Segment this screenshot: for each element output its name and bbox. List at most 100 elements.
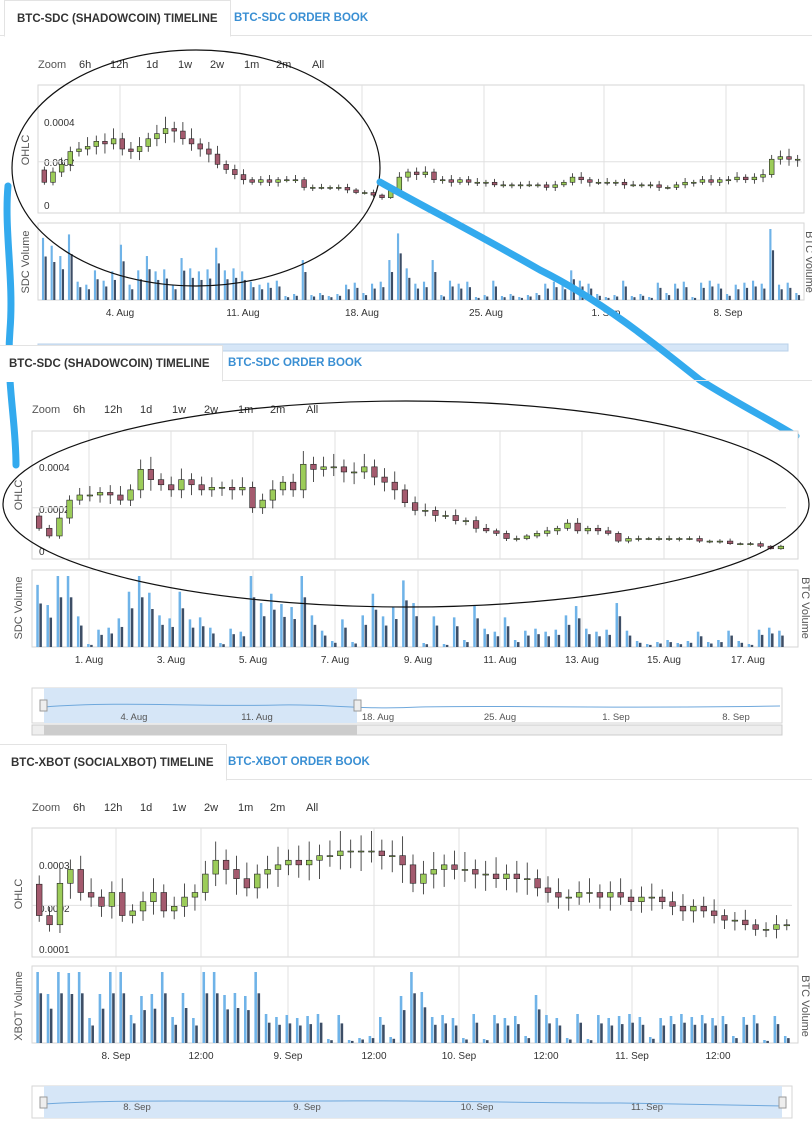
candle[interactable]	[686, 538, 693, 540]
candle[interactable]	[275, 179, 281, 183]
tab-xbot-timeline[interactable]: BTC-XBOT (SOCIALXBOT) TIMELINE	[0, 744, 227, 781]
candle[interactable]	[258, 179, 264, 183]
candle[interactable]	[108, 892, 116, 907]
candle[interactable]	[269, 489, 276, 501]
candle[interactable]	[596, 892, 604, 898]
candle[interactable]	[128, 148, 134, 152]
candle[interactable]	[93, 141, 99, 147]
candle[interactable]	[137, 469, 144, 491]
candle[interactable]	[717, 179, 723, 183]
candle[interactable]	[503, 873, 510, 879]
tab-sdc-order-book[interactable]: BTC-SDC ORDER BOOK	[228, 357, 363, 369]
candle[interactable]	[330, 466, 337, 469]
candle[interactable]	[46, 527, 53, 537]
navigator-scrollbar-thumb[interactable]	[44, 725, 357, 735]
candle[interactable]	[574, 522, 581, 532]
candle[interactable]	[699, 179, 706, 183]
candle[interactable]	[310, 187, 316, 189]
candle[interactable]	[344, 187, 351, 191]
candle[interactable]	[448, 179, 454, 183]
candle[interactable]	[783, 924, 790, 927]
candle[interactable]	[700, 906, 707, 912]
candle[interactable]	[431, 171, 437, 181]
tab-xbot-order-book[interactable]: BTC-XBOT ORDER BOOK	[228, 756, 370, 768]
candle[interactable]	[586, 892, 593, 894]
candle[interactable]	[347, 850, 354, 853]
candle[interactable]	[594, 527, 602, 532]
candle[interactable]	[743, 176, 749, 181]
candle[interactable]	[285, 859, 292, 866]
candle[interactable]	[613, 181, 619, 184]
candle[interactable]	[119, 138, 125, 150]
candle[interactable]	[87, 892, 95, 898]
candle[interactable]	[526, 184, 532, 187]
navigator-handle-right[interactable]	[778, 1096, 787, 1109]
candle[interactable]	[682, 181, 688, 186]
candle[interactable]	[76, 148, 82, 152]
candle[interactable]	[535, 184, 541, 187]
candle[interactable]	[181, 896, 188, 907]
candle[interactable]	[725, 179, 732, 182]
zoom-6h-button[interactable]: 6h	[73, 404, 86, 416]
candle[interactable]	[647, 184, 654, 187]
candle[interactable]	[378, 850, 386, 856]
candle[interactable]	[679, 906, 687, 912]
candle[interactable]	[218, 487, 226, 489]
candle[interactable]	[777, 156, 784, 160]
candle[interactable]	[162, 128, 169, 134]
candle[interactable]	[561, 181, 567, 186]
candle[interactable]	[483, 527, 490, 532]
candle[interactable]	[240, 174, 247, 181]
candle[interactable]	[575, 892, 583, 898]
candle[interactable]	[368, 850, 375, 853]
candle[interactable]	[318, 187, 325, 189]
navigator-handle-left[interactable]	[39, 1096, 48, 1109]
candle[interactable]	[66, 499, 73, 519]
candle[interactable]	[452, 515, 459, 521]
zoom-2m-button[interactable]: 2m	[276, 59, 292, 71]
candle[interactable]	[381, 476, 388, 483]
candle[interactable]	[117, 494, 124, 501]
candle[interactable]	[361, 466, 368, 473]
candle[interactable]	[145, 138, 151, 147]
candle[interactable]	[127, 489, 134, 501]
candle[interactable]	[351, 471, 358, 474]
zoom-1d-button[interactable]: 1d	[146, 59, 159, 71]
candle[interactable]	[607, 892, 614, 898]
candle[interactable]	[409, 864, 417, 884]
candle[interactable]	[769, 158, 775, 175]
candle[interactable]	[243, 878, 251, 889]
candle[interactable]	[279, 481, 287, 491]
candle[interactable]	[35, 515, 43, 529]
candle[interactable]	[751, 176, 758, 181]
candle[interactable]	[340, 466, 348, 473]
candle[interactable]	[223, 164, 229, 170]
candle[interactable]	[482, 873, 489, 876]
zoom-1w-button[interactable]: 1w	[172, 404, 187, 416]
tab-sdc-order-book[interactable]: BTC-SDC ORDER BOOK	[234, 12, 369, 24]
candle[interactable]	[666, 538, 673, 540]
candle[interactable]	[254, 873, 261, 889]
zoom-1d-button[interactable]: 1d	[140, 404, 153, 416]
candle[interactable]	[669, 901, 676, 907]
candle[interactable]	[337, 850, 344, 856]
candle[interactable]	[264, 869, 271, 875]
candle[interactable]	[198, 484, 205, 491]
navigator-handle-right[interactable]	[353, 699, 362, 712]
candle[interactable]	[517, 184, 524, 187]
candle[interactable]	[67, 151, 73, 165]
candle[interactable]	[656, 184, 662, 188]
candle[interactable]	[180, 130, 186, 140]
candle[interactable]	[757, 543, 764, 547]
candle[interactable]	[457, 179, 463, 183]
candle[interactable]	[320, 466, 327, 470]
candle[interactable]	[420, 873, 427, 884]
candle[interactable]	[627, 896, 635, 903]
candle[interactable]	[621, 181, 628, 186]
candle[interactable]	[371, 466, 378, 478]
candle[interactable]	[249, 179, 255, 183]
candle[interactable]	[665, 187, 671, 189]
candle[interactable]	[737, 543, 744, 545]
zoom-1m-button[interactable]: 1m	[238, 802, 254, 814]
candle[interactable]	[555, 892, 562, 898]
